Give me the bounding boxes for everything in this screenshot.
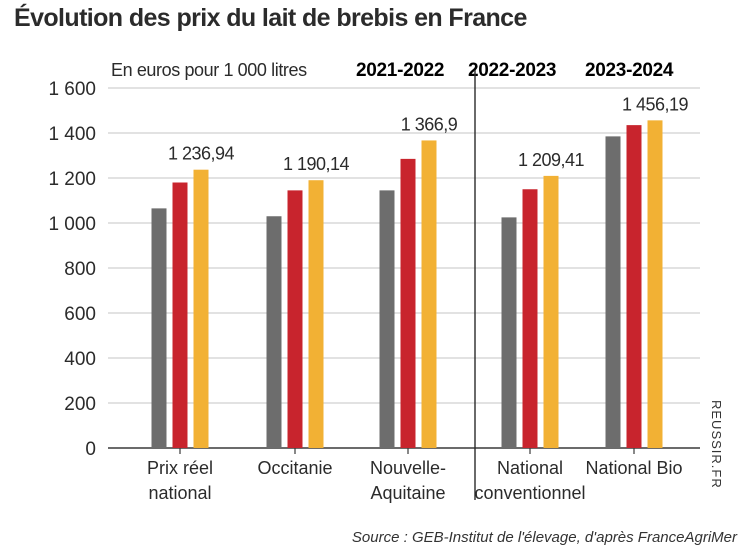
source-note: Source : GEB-Institut de l'élevage, d'ap…	[351, 529, 737, 546]
chart-title: Évolution des prix du lait de brebis en …	[14, 4, 527, 32]
y-tick-label-0: 0	[85, 439, 96, 460]
bar-2021-2022-2	[379, 190, 395, 448]
y-tick-label-800: 800	[64, 259, 96, 280]
data-label-0: 1 236,94	[168, 144, 235, 164]
category-label-3-line-0: National	[497, 458, 563, 478]
bar-2022-2023-2	[400, 158, 416, 448]
bar-2022-2023-1	[287, 190, 303, 448]
labels-layer: 0 200 400 600 800 1 000 1 200 1 400 1 600 1 236,9…	[48, 79, 689, 503]
y-tick-label-400: 400	[64, 349, 96, 370]
category-label-0-line-1: national	[148, 483, 211, 503]
data-label-2: 1 366,9	[401, 114, 458, 134]
y-tick-label-1200: 1 200	[48, 169, 96, 190]
bar-2023-2024-3	[543, 175, 559, 448]
legend-2021-2022: 2021-2022	[356, 60, 445, 81]
y-tick-label-200: 200	[64, 394, 96, 415]
bar-2023-2024-0	[193, 169, 209, 448]
y-tick-label-1000: 1 000	[48, 214, 96, 235]
bar-2022-2023-3	[522, 189, 538, 448]
bar-2021-2022-0	[151, 208, 167, 448]
y-tick-label-1400: 1 400	[48, 124, 96, 145]
category-label-1-line-0: Occitanie	[257, 458, 332, 478]
legend-2022-2023: 2022-2023	[468, 60, 557, 81]
category-label-3-line-1: conventionnel	[474, 483, 585, 503]
bars-layer	[151, 120, 663, 449]
bar-2023-2024-4	[647, 120, 663, 449]
category-label-2-line-1: Aquitaine	[370, 483, 445, 503]
bar-2022-2023-4	[626, 125, 642, 448]
legend-2023-2024: 2023-2024	[585, 60, 674, 81]
y-axis-unit-label: En euros pour 1 000 litres	[111, 60, 307, 80]
bar-2021-2022-3	[501, 217, 517, 448]
watermark: REUSSIR.FR	[709, 400, 724, 489]
category-label-2-line-0: Nouvelle-	[370, 458, 446, 478]
category-label-4-line-0: National Bio	[585, 458, 682, 478]
bar-2023-2024-2	[421, 140, 437, 448]
data-label-1: 1 190,14	[283, 154, 350, 174]
bar-2021-2022-1	[266, 216, 282, 448]
data-label-4: 1 456,19	[622, 94, 689, 114]
y-tick-label-1600: 1 600	[48, 79, 96, 100]
y-tick-label-600: 600	[64, 304, 96, 325]
bar-2023-2024-1	[308, 180, 324, 448]
data-label-3: 1 209,41	[518, 150, 585, 170]
bar-2022-2023-0	[172, 182, 188, 448]
bar-2021-2022-4	[605, 136, 621, 448]
category-label-0-line-0: Prix réel	[147, 458, 213, 478]
